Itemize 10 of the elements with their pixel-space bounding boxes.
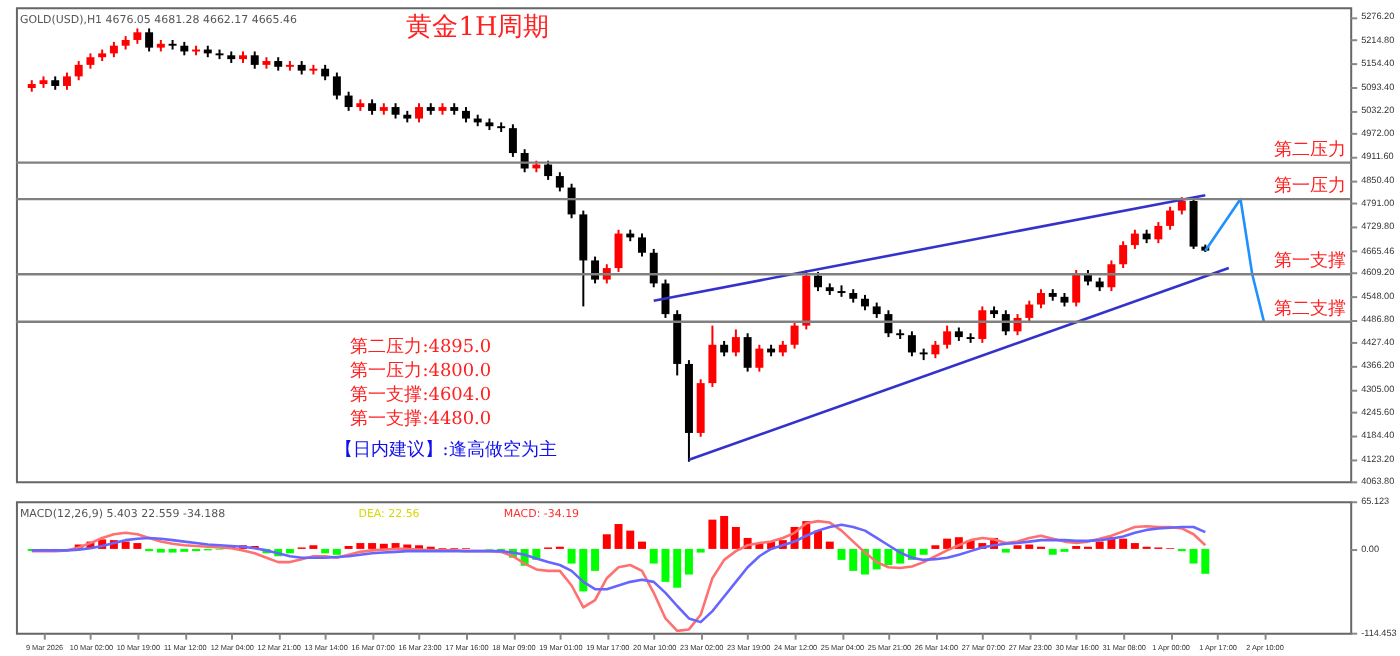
ref-line-label: 第二支撑 [1274,297,1347,320]
annotation: 第一压力:4800.0 [350,359,492,382]
annotation: 第二压力:4895.0 [350,335,492,358]
annotation: 第一支撑:4480.0 [350,407,492,430]
ref-line-label: 第二压力 [1274,138,1347,161]
ref-line-label: 第一支撑 [1274,250,1347,273]
annotation: 第一支撑:4604.0 [350,383,492,406]
ref-line-label: 第一压力 [1274,175,1347,198]
annotation: 【日内建议】:逢高做空为主 [334,439,557,462]
chart-title: 黄金1H周期 [406,13,550,44]
